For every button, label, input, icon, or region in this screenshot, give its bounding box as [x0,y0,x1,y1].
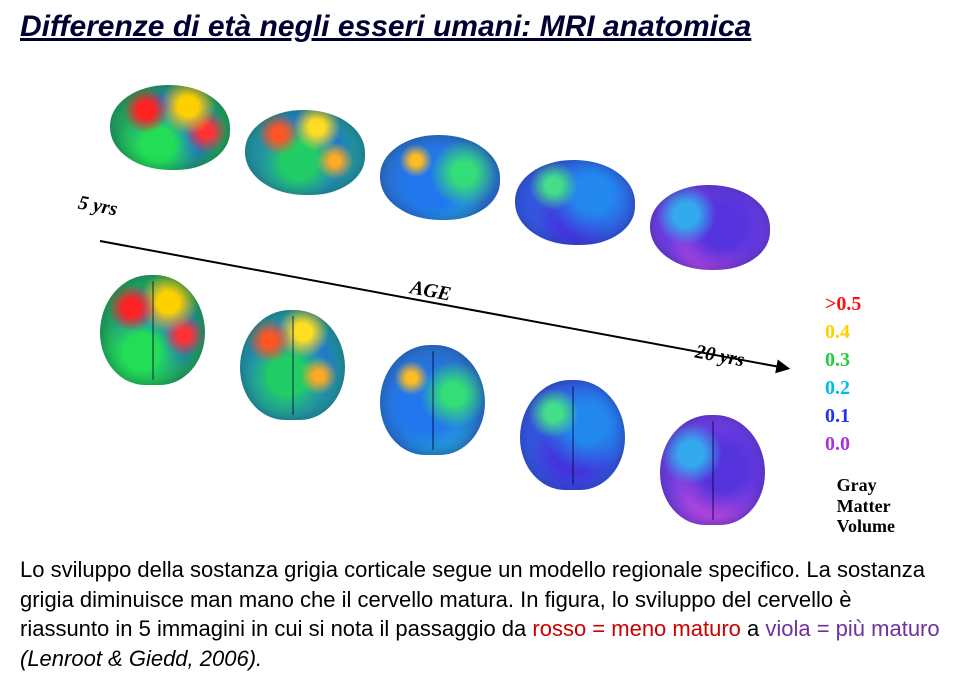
caption-red-phrase: rosso = meno maturo [532,616,740,641]
brain-fissure [292,316,294,415]
brain-axial [240,310,345,420]
brain-fissure [572,386,574,485]
color-legend: >0.5 0.4 0.3 0.2 0.1 0.0 [825,290,895,458]
legend-row: 0.3 [825,346,895,374]
brain-fissure [432,351,434,450]
slide-page: Differenze di età negli esseri umani: MR… [0,0,960,699]
brain-lateral [110,85,230,170]
legend-row: >0.5 [825,290,895,318]
brain-lateral [245,110,365,195]
brain-axial [380,345,485,455]
legend-title: Gray Matter Volume [837,475,895,537]
brain-axial [100,275,205,385]
brain-fissure [152,281,154,380]
page-title: Differenze di età negli esseri umani: MR… [20,10,751,44]
legend-title-line: Volume [837,516,895,536]
legend-value: 0.2 [825,377,850,400]
legend-title-line: Matter [837,496,891,516]
legend-title-line: Gray [837,475,877,495]
caption-text: a [747,616,765,641]
legend-row: 0.2 [825,374,895,402]
legend-row: 0.0 [825,430,895,458]
start-age-label: 5 yrs [76,192,119,222]
brain-fissure [712,421,714,520]
legend-value: 0.4 [825,321,850,344]
brain-axial [520,380,625,490]
legend-value: 0.1 [825,405,850,428]
legend-value: 0.3 [825,349,850,372]
brain-lateral [650,185,770,270]
brain-axial [660,415,765,525]
legend-row: 0.4 [825,318,895,346]
legend-row: 0.1 [825,402,895,430]
caption-citation: (Lenroot & Giedd, 2006). [20,646,262,671]
legend-value: >0.5 [825,293,861,316]
brain-lateral [380,135,500,220]
end-age-label: 20 yrs [693,341,746,373]
caption-violet-phrase: viola = più maturo [765,616,939,641]
axis-label: AGE [408,276,453,306]
legend-value: 0.0 [825,433,850,456]
mri-figure: AGE 5 yrs 20 yrs >0.5 0.4 0.3 0.2 0.1 0.0 Gra… [50,55,920,535]
brain-lateral [515,160,635,245]
caption-paragraph: Lo sviluppo della sostanza grigia cortic… [20,555,940,674]
